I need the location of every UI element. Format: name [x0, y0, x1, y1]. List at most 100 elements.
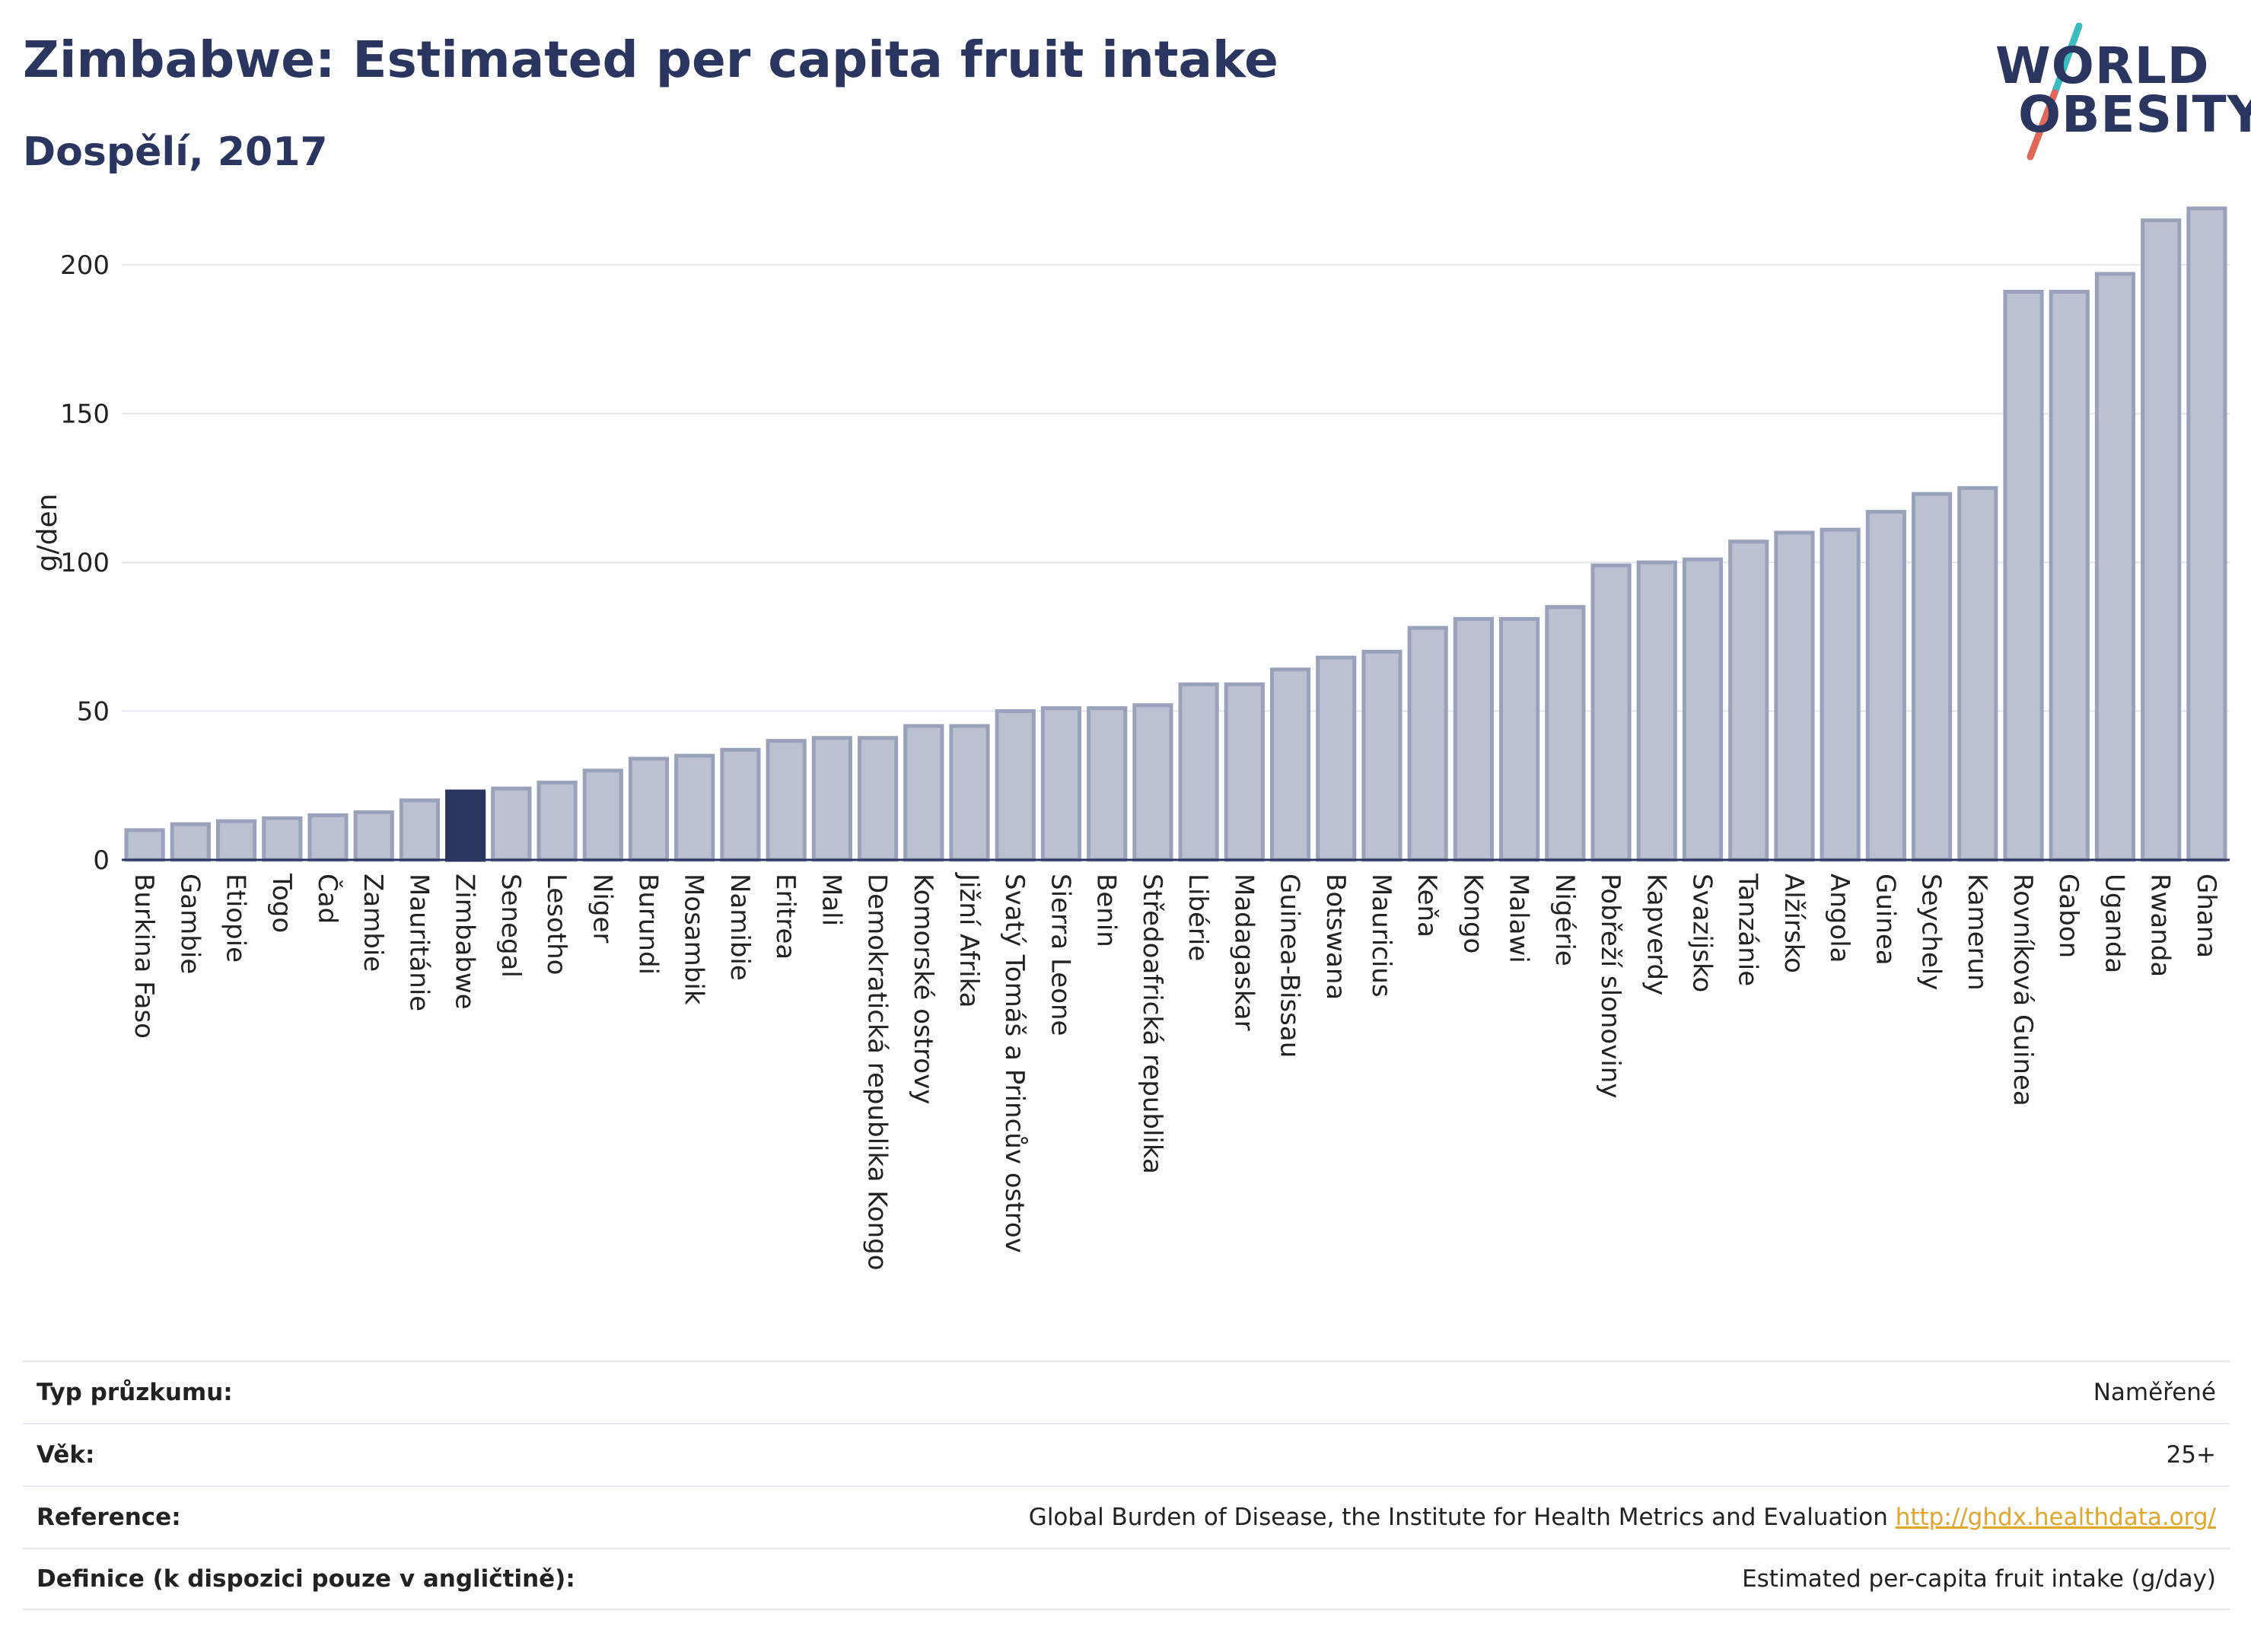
bar — [1545, 605, 1586, 862]
info-value: Global Burden of Disease, the Institute … — [1029, 1504, 2216, 1531]
x-tick-label: Kongo — [1457, 874, 1488, 953]
bar — [1728, 540, 1769, 862]
x-tick-label: Komorské ostrovy — [908, 874, 938, 1104]
x-tick-label: Senegal — [495, 874, 526, 978]
info-key: Reference: — [37, 1504, 181, 1531]
bar — [1316, 655, 1357, 862]
info-row-age: Věk: 25+ — [23, 1423, 2230, 1485]
world-obesity-logo[interactable]: WORLD OBESITY — [1979, 23, 2251, 167]
bar — [1590, 563, 1632, 862]
info-key: Typ průzkumu: — [37, 1379, 233, 1406]
x-tick-label: Botswana — [1320, 874, 1351, 1000]
bar — [1040, 706, 1082, 862]
bar — [2186, 206, 2227, 862]
bar — [1087, 706, 1128, 862]
info-row-survey-type: Typ průzkumu: Naměřené — [23, 1361, 2230, 1423]
x-tick-label: Rwanda — [2145, 874, 2176, 977]
bar-highlight — [445, 789, 486, 862]
bar — [262, 816, 303, 862]
bar — [949, 724, 990, 862]
x-tick-label: Středoafrická republika — [1137, 874, 1167, 1174]
bar — [1361, 649, 1402, 862]
x-tick-label: Kapverdy — [1641, 874, 1671, 995]
x-tick-label: Mauricius — [1366, 874, 1396, 998]
bar — [1865, 510, 1906, 862]
bar — [1682, 557, 1724, 862]
x-tick-label: Mauritánie — [403, 874, 434, 1011]
bar — [124, 828, 165, 862]
bar-chart: 0 50 100 150 200 g/den Burkina Faso Gambie Etiop… — [32, 206, 2230, 1271]
x-tick-label: Burkina Faso — [129, 874, 159, 1039]
x-tick-label: Čad — [312, 874, 343, 924]
bar — [215, 819, 257, 862]
x-tick-label: Guinea-Bissau — [1275, 874, 1305, 1058]
bar — [1912, 492, 1953, 862]
bar — [1957, 485, 1998, 862]
bar — [536, 780, 578, 862]
bar — [1636, 560, 1677, 862]
bar — [491, 786, 532, 862]
x-tick-label: Pobřeží slonoviny — [1595, 874, 1625, 1098]
reference-text: Global Burden of Disease, the Institute … — [1028, 1504, 1888, 1531]
x-tick-label: Niger — [587, 874, 617, 943]
bar — [2094, 272, 2136, 862]
x-tick-label: Gabon — [2053, 874, 2084, 958]
x-tick-label: Gambie — [174, 874, 205, 974]
bar — [1407, 625, 1448, 862]
x-tick-label: Zimbabwe — [450, 874, 480, 1010]
x-tick-label: Togo — [266, 873, 297, 933]
info-row-definition: Definice (k dispozici pouze v angličtině… — [23, 1548, 2230, 1610]
x-tick-label: Svatý Tomáš a Princův ostrov — [999, 874, 1030, 1253]
reference-link[interactable]: http://ghdx.healthdata.org/ — [1895, 1504, 2216, 1531]
bar — [720, 747, 761, 862]
logo-text-obesity: OBESITY — [2018, 85, 2251, 144]
x-tick-label: Uganda — [2099, 874, 2129, 973]
info-row-reference: Reference: Global Burden of Disease, the… — [23, 1485, 2230, 1548]
page-title: Zimbabwe: Estimated per capita fruit int… — [23, 30, 1278, 89]
bar — [1820, 527, 1861, 862]
bar — [1453, 616, 1494, 862]
bar — [811, 736, 852, 862]
x-tick-label: Seychely — [1916, 874, 1947, 990]
bar — [674, 753, 715, 862]
x-tick-label: Ghana — [2191, 874, 2221, 958]
bar — [1269, 667, 1311, 862]
bar — [1224, 682, 1265, 862]
x-tick-label: Mosambik — [679, 874, 709, 1005]
x-tick-label: Svazijsko — [1687, 874, 1718, 992]
x-tick-label: Angola — [1824, 874, 1855, 963]
bar — [399, 798, 441, 862]
x-tick-label: Malawi — [1504, 874, 1534, 963]
info-value: Estimated per-capita fruit intake (g/day… — [1742, 1565, 2216, 1593]
bar — [307, 813, 349, 862]
x-tick-label: Zambie — [358, 874, 388, 972]
bar — [858, 736, 899, 862]
bar — [766, 739, 807, 862]
bar — [170, 822, 211, 862]
bar — [353, 810, 394, 862]
info-value: 25+ — [2166, 1441, 2216, 1469]
bar — [2141, 218, 2182, 862]
x-tick-label: Etiopie — [221, 874, 251, 963]
y-axis-label: g/den — [32, 494, 63, 572]
x-tick-label: Rovníková Guinea — [2007, 874, 2038, 1106]
x-tick-label: Madagaskar — [1228, 874, 1259, 1031]
logo-slash-icon — [2027, 23, 2083, 161]
bar — [1178, 682, 1219, 862]
logo-text-world: WORLD — [1995, 37, 2210, 95]
x-tick-label: Demokratická republika Kongo — [862, 874, 893, 1271]
bar — [2049, 289, 2090, 862]
x-tick-label: Jižní Afrika — [954, 872, 984, 1008]
bar — [995, 709, 1036, 862]
y-tick-label: 0 — [93, 845, 110, 876]
info-key: Věk: — [37, 1441, 95, 1469]
bar — [1499, 616, 1540, 862]
x-tick-label: Eritrea — [770, 874, 801, 960]
x-tick-label: Tanzánie — [1733, 873, 1763, 986]
x-tick-label: Namibie — [724, 874, 755, 981]
x-tick-label: Sierra Leone — [1045, 874, 1075, 1036]
y-tick-label: 150 — [60, 399, 110, 430]
bar — [628, 756, 670, 862]
bars — [124, 206, 2227, 862]
bar — [1132, 703, 1173, 862]
